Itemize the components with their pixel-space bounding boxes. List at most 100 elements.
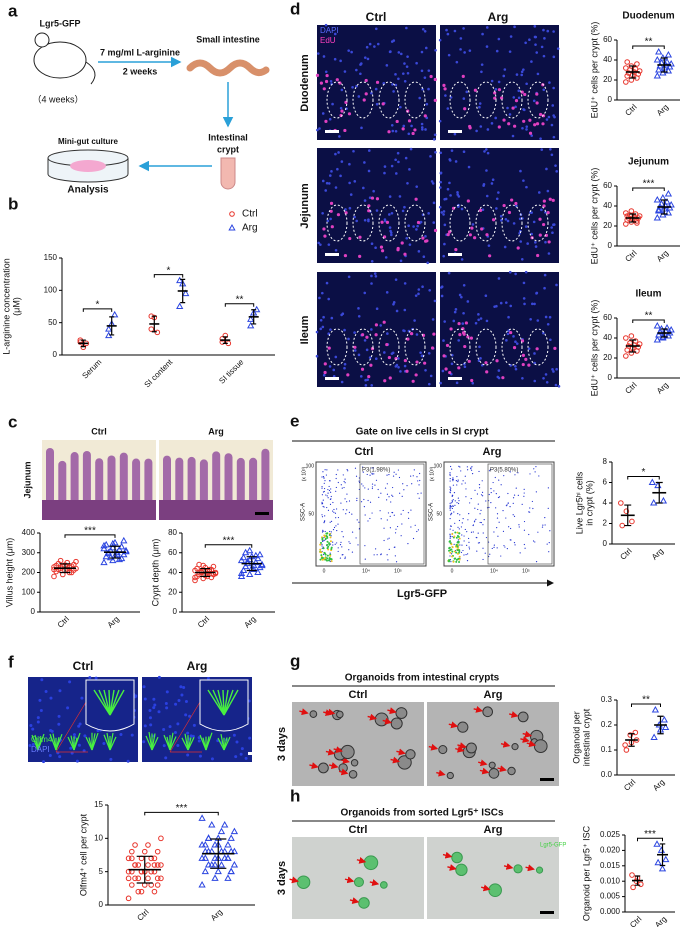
edu-cell: [381, 102, 385, 106]
nucleus: [343, 362, 347, 366]
nucleus: [455, 60, 459, 64]
nucleus: [142, 685, 146, 689]
event: [465, 488, 467, 490]
villus: [132, 458, 141, 505]
edu-cell: [454, 247, 458, 252]
event: [319, 558, 322, 561]
edu-cell: [468, 233, 472, 237]
event: [476, 493, 479, 495]
inset-lines: [55, 701, 88, 753]
olfm4: [181, 737, 189, 751]
event: [335, 517, 337, 519]
event: [529, 507, 531, 509]
olfm4: [169, 736, 177, 751]
inset-lines: [169, 701, 202, 753]
event: [324, 530, 326, 533]
event: [328, 485, 330, 488]
edu-cell: [416, 220, 421, 225]
data-point: [619, 522, 626, 529]
event: [535, 491, 537, 493]
event: [452, 478, 454, 480]
nucleus: [549, 338, 552, 342]
event: [450, 465, 452, 468]
nucleus: [385, 64, 389, 67]
nucleus: [502, 74, 506, 78]
event: [321, 503, 323, 505]
data-point: [247, 321, 255, 329]
event: [479, 513, 481, 515]
nucleus: [343, 366, 346, 370]
nucleus: [210, 757, 214, 761]
arrow: [479, 767, 490, 775]
event: [419, 472, 421, 475]
event: [534, 471, 536, 473]
nucleus: [534, 35, 538, 39]
edu-cell: [405, 369, 409, 373]
event: [449, 509, 451, 511]
arrow: [436, 769, 446, 777]
event: [333, 526, 336, 529]
nucleus: [552, 30, 555, 33]
sd-bar: [222, 336, 228, 344]
event: [327, 497, 329, 499]
nucleus: [143, 724, 147, 728]
label: 3 days: [276, 861, 288, 895]
nucleus: [542, 88, 546, 92]
nucleus: [508, 50, 512, 53]
nucleus: [102, 742, 106, 746]
edu-cell: [358, 254, 362, 258]
nucleus: [514, 272, 517, 276]
nucleus: [82, 749, 86, 753]
organoid: [340, 744, 355, 760]
data-point: [214, 867, 222, 875]
event: [324, 535, 327, 538]
nucleus: [503, 68, 507, 71]
data-point: [64, 559, 70, 566]
data-point: [132, 842, 138, 848]
nucleus: [533, 25, 537, 28]
nucleus: [524, 270, 528, 274]
y-tick-label: 60: [603, 181, 612, 190]
nucleus: [417, 250, 421, 253]
data-point: [221, 820, 229, 828]
crypt-outline: [449, 81, 471, 119]
nucleus: [317, 241, 321, 245]
nucleus: [388, 195, 392, 198]
nucleus: [88, 676, 92, 680]
data-point: [201, 840, 209, 848]
event: [514, 544, 516, 546]
edu-cell: [551, 198, 555, 202]
event: [367, 488, 369, 490]
event: [504, 546, 506, 548]
data-point: [622, 742, 628, 748]
nucleus: [479, 317, 483, 320]
event: [334, 543, 336, 545]
edu-cell: [514, 99, 519, 103]
event: [319, 551, 322, 554]
edu-cell: [533, 123, 537, 127]
event: [357, 544, 359, 546]
organoid: [390, 717, 403, 730]
nucleus: [523, 302, 526, 306]
nucleus: [403, 364, 407, 368]
y-tick-label: 0.025: [600, 830, 621, 839]
nucleus: [506, 219, 510, 223]
event: [342, 474, 344, 476]
nucleus: [408, 243, 412, 246]
label: Ctrl: [91, 426, 107, 436]
nucleus: [514, 364, 517, 368]
villus: [163, 455, 171, 505]
nucleus: [42, 760, 46, 764]
data-point: [653, 195, 661, 203]
event: [329, 521, 331, 523]
data-point: [141, 848, 148, 855]
nucleus: [397, 160, 400, 164]
scale-bar: [448, 130, 462, 133]
significance: ***: [84, 526, 96, 537]
nucleus: [78, 722, 82, 726]
edu-cell: [330, 225, 334, 229]
nucleus: [497, 80, 501, 84]
nucleus: [343, 328, 346, 332]
label: 7 mg/ml L-arginine: [100, 47, 180, 57]
nucleus: [157, 675, 161, 679]
